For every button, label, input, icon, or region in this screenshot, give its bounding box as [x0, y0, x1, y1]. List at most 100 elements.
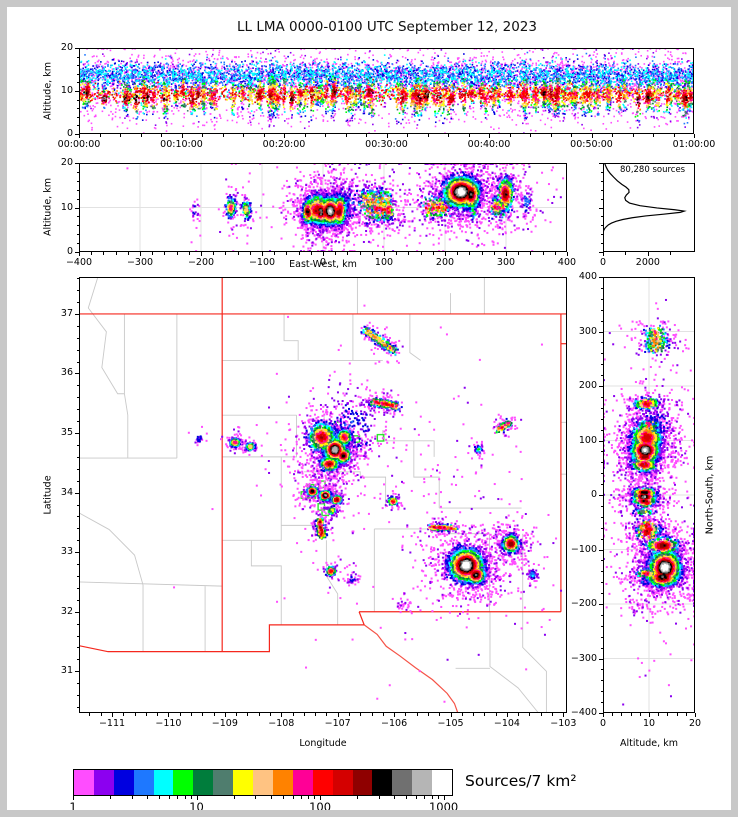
axis-tick [190, 796, 192, 799]
axis-tick [76, 290, 79, 292]
axis-tick [658, 713, 660, 716]
axis-tick [600, 189, 603, 191]
tick-label: 10 [642, 718, 656, 729]
axis-tick [112, 713, 113, 717]
tick-label: −106 [381, 718, 408, 729]
axis-tick [76, 444, 79, 446]
axis-tick [599, 713, 603, 714]
axis-tick [76, 108, 79, 110]
axis-tick [495, 713, 497, 716]
axis-tick [75, 207, 79, 209]
axis-tick [600, 647, 603, 649]
axis-tick [600, 407, 603, 409]
axis-tick [76, 125, 79, 127]
axis-tick [75, 163, 79, 164]
axis-tick [76, 707, 79, 709]
axis-tick [76, 361, 79, 363]
colorbar-segment [153, 770, 174, 795]
axis-tick [600, 571, 603, 573]
axis-tick [445, 252, 446, 256]
colorbar-segment [372, 770, 393, 795]
tick-label: 400 [557, 257, 577, 268]
axis-tick [518, 252, 520, 255]
axis-tick [357, 796, 359, 799]
tick-label: 400 [578, 271, 597, 282]
tick-label: 33 [60, 546, 73, 558]
colorbar-segment [352, 770, 373, 795]
figure-title: LL LMA 0000-0100 UTC September 12, 2023 [237, 19, 537, 35]
axis-tick [416, 713, 418, 716]
axis-tick [529, 713, 531, 716]
axis-tick [600, 309, 603, 311]
axis-tick [314, 796, 316, 799]
axis-tick [600, 287, 603, 289]
axis-tick [134, 713, 136, 716]
axis-tick [345, 134, 347, 137]
axis-tick [76, 576, 79, 577]
time-height-canvas [79, 48, 694, 134]
axis-tick [337, 713, 339, 717]
ew-height-xlabel: East-West, km [289, 259, 357, 270]
colorbar-tick-label: 10 [189, 800, 204, 814]
axis-tick [347, 252, 349, 255]
axis-tick [647, 252, 649, 256]
axis-tick [600, 527, 603, 529]
axis-tick [599, 495, 603, 496]
axis-tick [600, 180, 603, 182]
axis-tick [196, 796, 198, 800]
axis-tick [123, 713, 125, 716]
axis-tick [394, 713, 396, 717]
axis-tick [481, 252, 483, 255]
axis-tick [599, 386, 603, 387]
axis-tick [188, 252, 190, 255]
axis-tick [670, 252, 672, 255]
axis-tick [320, 796, 322, 800]
axis-tick [147, 796, 149, 799]
axis-tick [567, 252, 568, 256]
tick-label: −103 [550, 718, 577, 729]
axis-tick [100, 713, 102, 716]
axis-tick [75, 313, 79, 315]
time-height-panel [79, 48, 694, 134]
tick-label: 10 [60, 85, 73, 96]
axis-tick [213, 713, 215, 716]
axis-tick [237, 252, 239, 255]
axis-tick [75, 91, 79, 92]
axis-tick [600, 505, 603, 507]
colorbar-segment [312, 770, 334, 795]
tick-label: −104 [493, 718, 520, 729]
tick-label: 20 [60, 42, 73, 53]
colorbar-segment [213, 770, 234, 795]
axis-tick [274, 252, 276, 255]
axis-tick [304, 134, 306, 137]
axis-tick [270, 796, 272, 799]
axis-tick [603, 252, 604, 256]
colorbar-segment [113, 770, 135, 795]
axis-tick [420, 252, 422, 255]
axis-tick [360, 713, 362, 716]
axis-tick [600, 216, 603, 218]
axis-tick [110, 796, 112, 799]
axis-tick [457, 252, 459, 255]
axis-tick [202, 713, 204, 716]
tick-label: 00:50:00 [570, 139, 613, 150]
axis-tick [599, 207, 603, 209]
map-xlabel: Longitude [299, 738, 347, 749]
axis-tick [140, 134, 142, 137]
tick-label: −105 [437, 718, 464, 729]
tick-label: −400 [65, 257, 93, 268]
axis-tick [76, 695, 79, 697]
axis-tick [396, 252, 398, 255]
axis-tick [79, 134, 80, 138]
axis-tick [600, 462, 603, 464]
tick-label: 0 [319, 257, 327, 268]
axis-tick [600, 429, 603, 431]
axis-tick [518, 713, 520, 716]
axis-tick [599, 277, 603, 278]
tick-label: 300 [496, 257, 516, 268]
axis-tick [599, 658, 603, 660]
axis-tick [600, 582, 603, 584]
axis-tick [76, 516, 79, 518]
colorbar-segment [193, 770, 214, 795]
